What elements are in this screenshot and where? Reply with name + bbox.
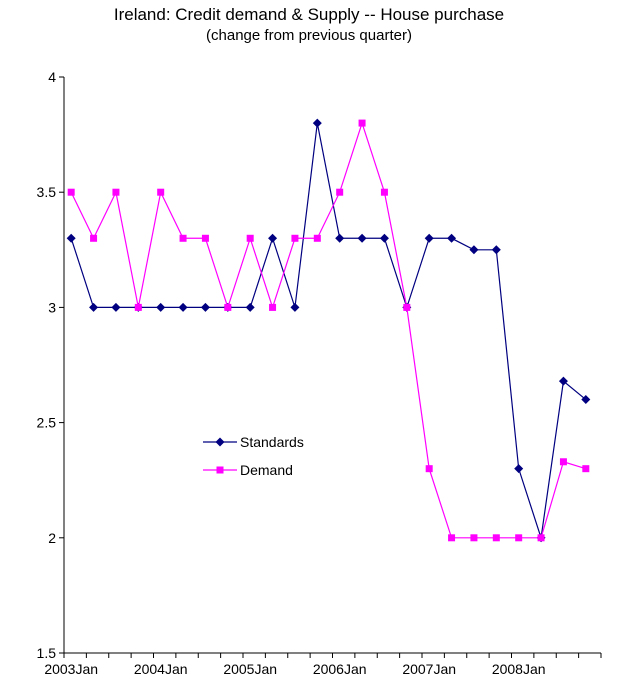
- y-tick-label: 2: [48, 530, 56, 546]
- data-point: [581, 395, 591, 405]
- y-tick-label: 3: [48, 299, 56, 315]
- data-point: [312, 118, 322, 128]
- data-point: [559, 458, 567, 466]
- data-point: [558, 376, 568, 386]
- data-point: [336, 188, 344, 196]
- chart-subtitle: (change from previous quarter): [206, 27, 412, 44]
- data-point: [448, 534, 456, 542]
- data-point: [357, 233, 367, 243]
- data-point: [291, 234, 299, 242]
- data-point: [290, 302, 300, 312]
- data-point: [157, 188, 165, 196]
- data-point: [269, 303, 277, 311]
- legend: Standards Demand: [203, 434, 304, 478]
- chart-title-block: Ireland: Credit demand & Supply -- House…: [0, 4, 618, 46]
- data-point: [134, 303, 142, 311]
- x-tick-label: 2004Jan: [134, 661, 188, 677]
- y-tick-label: 3.5: [37, 184, 57, 200]
- y-tick-label: 1.5: [37, 645, 57, 661]
- data-point: [67, 188, 75, 196]
- y-tick-label: 2.5: [37, 415, 57, 431]
- legend-item-standards: Standards: [203, 434, 304, 450]
- data-point: [112, 188, 120, 196]
- data-point: [491, 245, 501, 255]
- data-point: [379, 233, 389, 243]
- series-standards: [66, 118, 591, 543]
- x-tick-label: 2005Jan: [223, 661, 277, 677]
- data-point: [156, 302, 166, 312]
- legend-label: Demand: [240, 462, 293, 478]
- legend-item-demand: Demand: [203, 462, 293, 478]
- data-point: [492, 534, 500, 542]
- series-line: [70, 122, 587, 538]
- y-tick-label: 4: [48, 69, 56, 85]
- data-point: [582, 465, 590, 473]
- x-tick-label: 2007Jan: [402, 661, 456, 677]
- chart-title: Ireland: Credit demand & Supply -- House…: [113, 5, 505, 24]
- x-tick-label: 2008Jan: [492, 661, 546, 677]
- data-point: [224, 303, 232, 311]
- data-point: [90, 234, 98, 242]
- data-point: [335, 233, 345, 243]
- data-point: [178, 302, 188, 312]
- data-point: [200, 302, 210, 312]
- series-layer: [66, 118, 591, 543]
- data-point: [514, 464, 524, 474]
- data-point: [537, 534, 545, 542]
- data-point: [358, 119, 366, 127]
- data-point: [201, 234, 209, 242]
- data-point: [425, 465, 433, 473]
- legend-marker: [215, 437, 225, 447]
- axes: 1.5 2 2.5 3 3.5 4 2003Jan 2004Jan 2005Jan 2006Jan…: [37, 69, 602, 677]
- series-demand: [67, 119, 590, 542]
- data-point: [380, 188, 388, 196]
- data-point: [470, 534, 478, 542]
- legend-marker: [216, 466, 224, 474]
- x-tick-label: 2003Jan: [44, 661, 98, 677]
- data-point: [403, 303, 411, 311]
- data-point: [447, 233, 457, 243]
- data-point: [66, 233, 76, 243]
- data-point: [313, 234, 321, 242]
- data-point: [89, 302, 99, 312]
- data-point: [424, 233, 434, 243]
- data-point: [268, 233, 278, 243]
- data-point: [515, 534, 523, 542]
- series-line: [70, 121, 586, 539]
- data-point: [246, 234, 254, 242]
- data-point: [111, 302, 121, 312]
- legend-label: Standards: [240, 434, 304, 450]
- data-point: [179, 234, 187, 242]
- data-point: [469, 245, 479, 255]
- x-tick-label: 2006Jan: [313, 661, 367, 677]
- data-point: [245, 302, 255, 312]
